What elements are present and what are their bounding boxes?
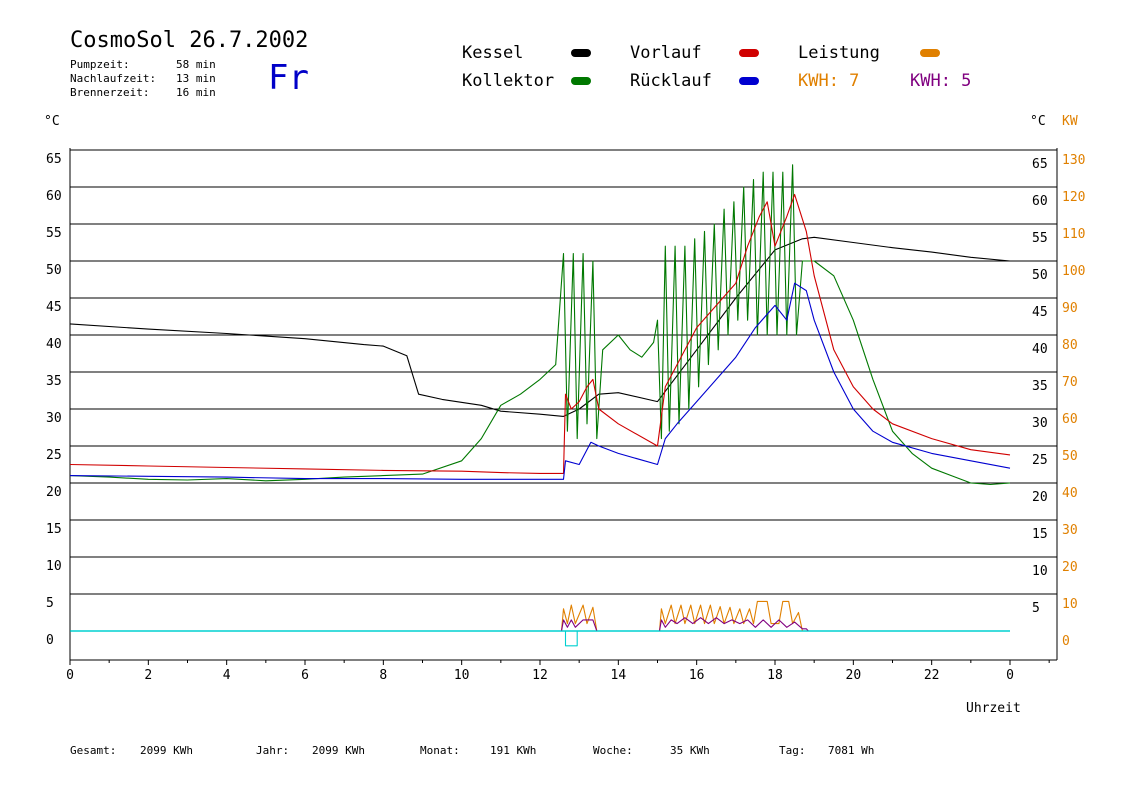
right-c-tick-label-25: 25	[1032, 453, 1048, 468]
right-kw-tick-label-0: 0	[1062, 634, 1070, 649]
series-line-baseline	[70, 630, 1010, 647]
y-tick-label-40: 40	[46, 337, 62, 352]
series-line-kwh-5	[70, 617, 1010, 632]
right-kw-tick-label-120: 120	[1062, 190, 1085, 205]
y-tick-label-65: 65	[46, 152, 62, 167]
right-kw-tick-label-130: 130	[1062, 153, 1085, 168]
legend-kessel-label: Kessel	[462, 43, 524, 63]
right-c-tick-label-15: 15	[1032, 527, 1048, 542]
legend-kwh-orange: KWH: 7	[798, 71, 860, 91]
series-line-vorlauf	[69, 193, 1011, 474]
right-kw-tick-label-90: 90	[1062, 301, 1078, 316]
right-c-tick-label-35: 35	[1032, 379, 1048, 394]
legend-vorlauf-swatch	[739, 49, 759, 57]
right-kw-tick-label-40: 40	[1062, 486, 1078, 501]
x-tick-label-3: 6	[301, 668, 309, 683]
x-tick-label-12: 0	[1006, 668, 1014, 683]
right-kw-tick-label-30: 30	[1062, 523, 1078, 538]
right-c-tick-label-55: 55	[1032, 231, 1048, 246]
y-tick-label-15: 15	[46, 522, 62, 537]
stat-label-brennerzeit: Brennerzeit:	[70, 86, 150, 99]
y-tick-label-55: 55	[46, 226, 62, 241]
right-c-tick-label-30: 30	[1032, 416, 1048, 431]
left-axis-unit: °C	[44, 114, 60, 129]
y-tick-label-45: 45	[46, 300, 62, 315]
y-tick-label-0: 0	[46, 633, 54, 648]
footer-gesamt-value: 2099 KWh	[140, 744, 193, 757]
legend-kollektor-swatch	[571, 77, 591, 85]
legend-leistung-label: Leistung	[798, 43, 880, 63]
series-line-leistung	[70, 600, 1010, 632]
x-tick-label-6: 12	[532, 668, 548, 683]
y-tick-label-60: 60	[46, 189, 62, 204]
right-kw-tick-label-10: 10	[1062, 597, 1078, 612]
legend-kessel-swatch	[571, 49, 591, 57]
right-kw-tick-label-50: 50	[1062, 449, 1078, 464]
right-c-tick-label-60: 60	[1032, 194, 1048, 209]
series-line-r-cklauf	[69, 282, 1011, 480]
y-tick-label-10: 10	[46, 559, 62, 574]
x-tick-label-11: 22	[924, 668, 940, 683]
footer-tag-value: 7081 Wh	[828, 744, 875, 757]
x-tick-label-5: 10	[454, 668, 470, 683]
stat-label-nachlaufzeit: Nachlaufzeit:	[70, 72, 157, 85]
legend-vorlauf-label: Vorlauf	[630, 43, 702, 63]
right-kw-tick-label-110: 110	[1062, 227, 1085, 242]
legend-kwh-purple: KWH: 5	[910, 71, 972, 91]
stat-value-nachlaufzeit: 13 min	[176, 72, 216, 85]
stat-label-pumpzeit: Pumpzeit:	[70, 58, 130, 71]
footer-gesamt-label: Gesamt:	[70, 744, 117, 757]
legend-kollektor-label: Kollektor	[462, 71, 555, 91]
right-kw-tick-label-80: 80	[1062, 338, 1078, 353]
right-c-tick-label-65: 65	[1032, 157, 1048, 172]
stat-value-pumpzeit: 58 min	[176, 58, 216, 71]
chart-title: CosmoSol 26.7.2002	[70, 28, 309, 53]
right-c-tick-label-20: 20	[1032, 490, 1048, 505]
right-kw-tick-label-20: 20	[1062, 560, 1078, 575]
footer-monat-value: 191 KWh	[490, 744, 537, 757]
legend-ruecklauf-label: Rücklauf	[630, 71, 712, 91]
series-line-kollektor	[69, 164, 1011, 486]
x-tick-label-8: 16	[689, 668, 705, 683]
footer-monat-label: Monat:	[420, 744, 460, 757]
stat-value-brennerzeit: 16 min	[176, 86, 216, 99]
legend-ruecklauf-swatch	[739, 77, 759, 85]
footer-jahr-label: Jahr:	[256, 744, 290, 757]
y-tick-label-35: 35	[46, 374, 62, 389]
series-line-kessel	[69, 236, 1011, 417]
x-tick-label-9: 18	[767, 668, 783, 683]
x-tick-label-1: 2	[144, 668, 152, 683]
y-tick-label-50: 50	[46, 263, 62, 278]
x-tick-label-10: 20	[846, 668, 862, 683]
footer-jahr-value: 2099 KWh	[312, 744, 365, 757]
right-axis-unit-c: °C	[1030, 114, 1046, 129]
right-axis-unit-kw: KW	[1062, 114, 1078, 129]
right-c-tick-label-10: 10	[1032, 564, 1048, 579]
footer-woche-label: Woche:	[593, 744, 633, 757]
right-c-tick-label-50: 50	[1032, 268, 1048, 283]
footer-woche-value: 35 KWh	[670, 744, 710, 757]
right-kw-tick-label-60: 60	[1062, 412, 1078, 427]
right-c-tick-label-45: 45	[1032, 305, 1048, 320]
right-kw-tick-label-100: 100	[1062, 264, 1085, 279]
y-tick-label-25: 25	[46, 448, 62, 463]
y-tick-label-5: 5	[46, 596, 54, 611]
right-kw-tick-label-70: 70	[1062, 375, 1078, 390]
y-tick-label-20: 20	[46, 485, 62, 500]
x-tick-label-2: 4	[223, 668, 231, 683]
legend-leistung-swatch	[920, 49, 940, 57]
weekday-label: Fr	[268, 58, 309, 98]
right-c-tick-label-40: 40	[1032, 342, 1048, 357]
x-axis-label: Uhrzeit	[966, 701, 1021, 716]
x-tick-label-7: 14	[611, 668, 627, 683]
right-c-tick-label-5: 5	[1032, 601, 1040, 616]
footer-tag-label: Tag:	[779, 744, 806, 757]
x-tick-label-0: 0	[66, 668, 74, 683]
x-tick-label-4: 8	[379, 668, 387, 683]
y-tick-label-30: 30	[46, 411, 62, 426]
